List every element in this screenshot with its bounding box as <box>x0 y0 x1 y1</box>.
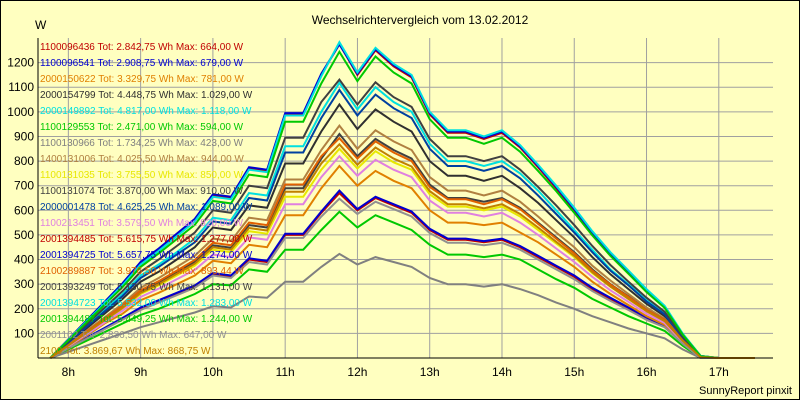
legend-entry-2001394725: 2001394725 Tot: 5.657,75 Wh Max: 1.274,0… <box>40 250 253 261</box>
series-line-2001394723 <box>49 40 755 359</box>
y-tick-label: 1200 <box>7 56 34 70</box>
legend-entry-2100289887: 2100289887 Tot: 3.976,50 Wh Max: 893,44 … <box>40 266 244 277</box>
y-tick-label: 800 <box>14 154 34 168</box>
y-tick-label: 900 <box>14 129 34 143</box>
legend-entry-2100: 2100 Tot: 3.869,67 Wh Max: 868,75 W <box>40 346 211 357</box>
x-tick-label: 8h <box>62 365 75 379</box>
x-tick-label: 17h <box>709 365 729 379</box>
legend-entry-2001393249: 2001393249 Tot: 5.130,75 Wh Max: 1.131,0… <box>40 282 253 293</box>
x-tick-label: 9h <box>134 365 147 379</box>
series-line-2000150622 <box>49 164 755 359</box>
legend-entry-1100213451: 1100213451 Tot: 3.579,50 Wh Max: 820,00 … <box>40 218 244 229</box>
series-line-2100289887 <box>49 136 755 359</box>
series-line-2000154799 <box>49 102 755 359</box>
chart-title: Wechselrichtervergleich vom 13.02.2012 <box>312 13 529 27</box>
series-line-2001393249 <box>49 77 755 359</box>
legend-entry-2000150622: 2000150622 Tot: 3.329,75 Wh Max: 781,00 … <box>40 74 244 85</box>
legend-entry-1100131035: 1100131035 Tot: 3.755,50 Wh Max: 850,00 … <box>40 170 244 181</box>
series-line-1100096436 <box>49 191 755 359</box>
footer-credit: SunnyReport pinxit <box>699 385 792 397</box>
series-line-2100 <box>49 142 755 359</box>
series-lines <box>49 40 755 359</box>
legend-entry-1100131074: 1100131074 Tot: 3.870,00 Wh Max: 910,00 … <box>40 186 244 197</box>
legend-entry-1100096541: 1100096541 Tot: 2.908,75 Wh Max: 679,00 … <box>40 58 244 69</box>
y-tick-label: 300 <box>14 277 34 291</box>
legend-entry-1100096436: 1100096436 Tot: 2.842,75 Wh Max: 664,00 … <box>40 42 244 53</box>
x-tick-label: 16h <box>637 365 657 379</box>
axes: 100 200 300 400 500 600 700 800 900 1000 1100 1200 8… <box>7 38 773 379</box>
series-line-1100096541 <box>49 189 755 359</box>
legend-entry-2000154799: 2000154799 Tot: 4.448,75 Wh Max: 1.029,0… <box>40 90 253 101</box>
series-line-1100130966 <box>49 252 755 359</box>
legend-entry-2001394723: 2001394723 Tot: 5.532,00 Wh Max: 1.283,0… <box>40 298 253 309</box>
legend-entry-2001394485: 2001394485 Tot: 5.615,75 Wh Max: 1.277,0… <box>40 234 253 245</box>
y-tick-label: 600 <box>14 203 34 217</box>
y-tick-label: 700 <box>14 179 34 193</box>
series-line-1100129553 <box>49 210 755 359</box>
x-tick-label: 15h <box>564 365 584 379</box>
x-tick-label: 12h <box>347 365 367 379</box>
series-line-1100213451 <box>49 154 755 359</box>
legend-entry-2001394487: 2001394487 Tot: 5.449,25 Wh Max: 1.244,0… <box>40 314 253 325</box>
legend-entry-1100129553: 1100129553 Tot: 2.471,00 Wh Max: 594,00 … <box>40 122 244 133</box>
series-line-2000001478 <box>49 88 755 359</box>
x-tick-label: 10h <box>203 365 223 379</box>
x-tick-label: 14h <box>492 365 512 379</box>
series-line-2001394487 <box>49 49 755 359</box>
y-tick-label: 1000 <box>7 105 34 119</box>
y-tick-label: 400 <box>14 253 34 267</box>
legend-entry-2001102: 2001102 Tot: 2.836,50 Wh Max: 647,00 W <box>40 330 227 341</box>
x-tick-label: 11h <box>276 365 295 379</box>
x-tick-label: 13h <box>420 365 440 379</box>
legend-entry-1100130966: 1100130966 Tot: 1.734,25 Wh Max: 423,00 … <box>40 138 244 149</box>
legend: 1100096436 Tot: 2.842,75 Wh Max: 664,00 … <box>40 42 253 357</box>
series-line-1400131006 <box>49 123 755 359</box>
y-tick-label: 500 <box>14 228 34 242</box>
y-tick-label: 200 <box>14 302 34 316</box>
y-axis-unit-label: W <box>35 18 47 32</box>
series-line-2001102 <box>49 197 755 359</box>
legend-entry-2000001478: 2000001478 Tot: 4.625,25 Wh Max: 1.089,0… <box>40 202 253 213</box>
y-tick-label: 1100 <box>8 80 34 94</box>
legend-entry-2000149892: 2000149892 Tot: 4.817,00 Wh Max: 1.118,0… <box>40 106 252 117</box>
legend-entry-1400131006: 1400131006 Tot: 4.025,50 Wh Max: 944,00 … <box>40 154 244 165</box>
y-tick-label: 100 <box>14 326 34 340</box>
